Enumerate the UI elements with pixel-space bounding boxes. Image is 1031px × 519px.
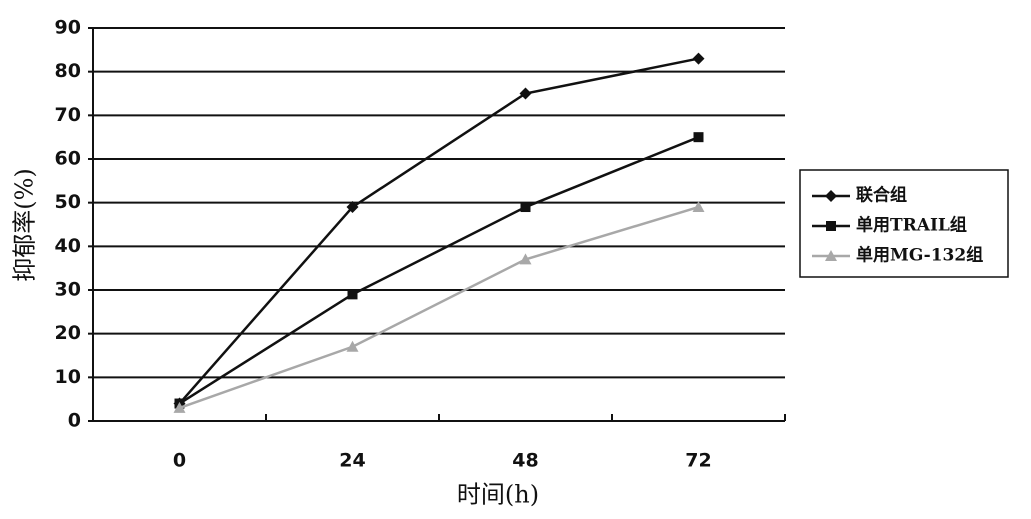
x-tick-label: 48	[512, 450, 538, 472]
legend-marker	[825, 190, 837, 202]
y-tick-label: 80	[55, 60, 81, 82]
y-tick-label: 70	[55, 104, 81, 126]
legend-marker	[826, 221, 836, 231]
data-point	[519, 87, 532, 100]
x-tick-label: 24	[339, 450, 365, 472]
data-point	[520, 202, 531, 213]
series-line	[179, 205, 699, 410]
y-tick-label: 10	[55, 366, 81, 388]
y-tick-label: 0	[68, 410, 81, 432]
y-tick-label: 60	[55, 148, 81, 170]
x-tick-label: 72	[685, 450, 711, 472]
data-point	[692, 52, 705, 65]
data-point	[692, 201, 705, 213]
series-line	[178, 57, 699, 405]
legend-text: 单用MG-132组	[856, 245, 983, 266]
y-tick-label: 20	[55, 322, 81, 344]
y-axis-title: 抑郁率(%)	[11, 168, 39, 282]
data-point	[346, 201, 359, 214]
y-tick-label: 90	[55, 17, 81, 39]
data-point	[519, 253, 532, 265]
series-line	[178, 136, 699, 405]
data-point	[173, 401, 186, 413]
x-axis-title: 时间(h)	[457, 481, 539, 509]
legend-marker	[825, 250, 837, 261]
y-tick-label: 40	[55, 235, 81, 257]
data-point	[347, 289, 358, 300]
data-point	[346, 340, 359, 352]
legend-text: 联合组	[856, 185, 907, 206]
data-point	[693, 132, 704, 143]
x-tick-label: 0	[173, 450, 186, 472]
legend-text: 单用TRAIL组	[856, 215, 967, 236]
y-tick-label: 50	[55, 191, 81, 213]
y-tick-label: 30	[55, 279, 81, 301]
